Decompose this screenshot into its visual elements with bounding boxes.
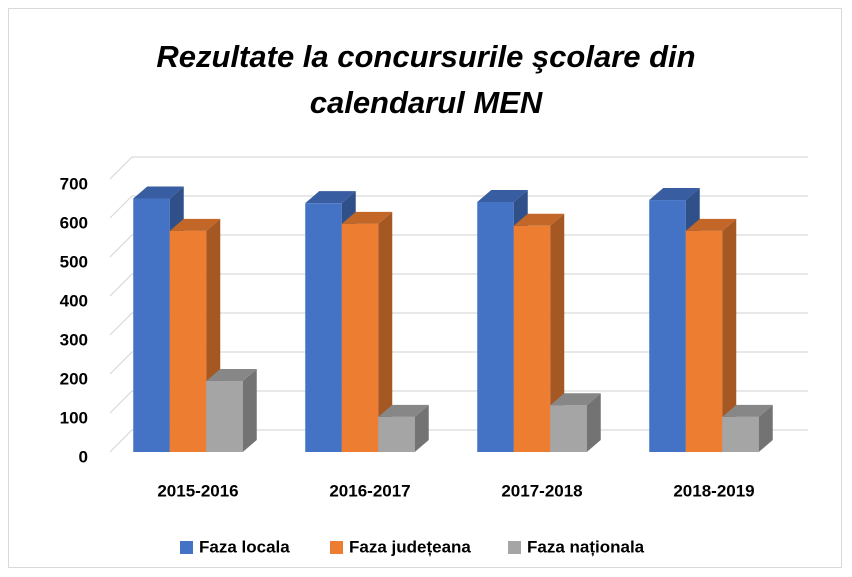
grid-line: [109, 351, 808, 375]
bar-side: [586, 393, 601, 452]
bar-front: [685, 230, 723, 452]
grid-line: [109, 312, 808, 336]
bar-front: [378, 416, 415, 452]
x-tick-label: 2018-2019: [673, 481, 754, 500]
bar-top: [685, 218, 737, 231]
bar-top: [133, 186, 184, 199]
bar-side: [758, 404, 773, 452]
bar: [685, 218, 737, 452]
bar-front: [550, 405, 587, 452]
bar-front: [341, 223, 379, 452]
chart-title: Rezultate la concursurile şcolare din ca…: [156, 39, 696, 120]
x-tick-label: 2016-2017: [329, 481, 410, 500]
grid-line: [109, 156, 808, 180]
legend-label: Faza județeana: [349, 537, 471, 556]
bar-top: [649, 188, 700, 201]
y-tick-label: 600: [60, 213, 88, 232]
y-tick-label: 300: [60, 330, 88, 349]
y-tick-label: 700: [60, 174, 88, 193]
bar-top: [477, 190, 528, 203]
bar-front: [305, 203, 342, 452]
bar-top: [550, 393, 601, 406]
y-tick-label: 400: [60, 291, 88, 310]
y-tick-label: 100: [60, 408, 88, 427]
x-tick-label: 2015-2016: [157, 481, 238, 500]
y-tick-label: 0: [79, 447, 88, 466]
legend-label: Faza naționala: [527, 537, 645, 556]
legend-label: Faza locala: [199, 537, 290, 556]
bar: [341, 211, 393, 452]
bar: [513, 213, 565, 452]
bar-front: [133, 198, 170, 452]
y-tick-label: 500: [60, 252, 88, 271]
y-tick-label: 200: [60, 369, 88, 388]
legend-swatch: [330, 541, 343, 554]
bar-top: [378, 404, 429, 417]
x-tick-label: 2017-2018: [501, 481, 582, 500]
bar: [550, 393, 601, 452]
legend-swatch: [180, 541, 193, 554]
grid-line: [109, 195, 808, 219]
grid-line: [109, 234, 808, 258]
bar: [206, 369, 257, 452]
bar-top: [341, 211, 393, 224]
bar-front: [649, 200, 686, 452]
bar-side: [414, 404, 429, 452]
bar-front: [477, 202, 514, 452]
bar-front: [169, 230, 207, 452]
bar-side: [378, 211, 393, 452]
bar-front: [513, 225, 551, 452]
chart-frame: [8, 8, 842, 568]
bar-top: [305, 191, 356, 204]
legend-swatch: [508, 541, 521, 554]
bar-front: [206, 381, 243, 452]
bar-side: [242, 369, 257, 452]
bar-side: [550, 213, 565, 452]
bar-top: [206, 369, 257, 382]
bar: [722, 404, 773, 452]
bar-side: [722, 218, 737, 452]
bar-top: [169, 218, 221, 231]
bar-front: [722, 416, 759, 452]
bar: [378, 404, 429, 452]
grid-line: [109, 273, 808, 297]
grid-line: [109, 390, 808, 414]
bar-top: [513, 213, 565, 226]
bar-top: [722, 404, 773, 417]
